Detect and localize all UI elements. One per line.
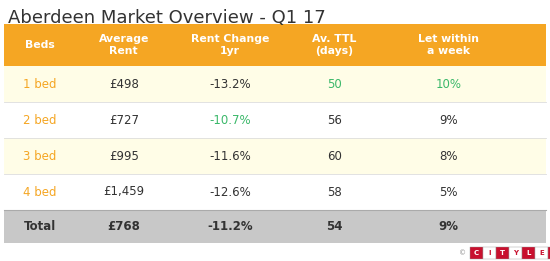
Text: 8%: 8% — [439, 150, 458, 163]
Text: 3 bed: 3 bed — [23, 150, 56, 163]
Text: £498: £498 — [109, 78, 139, 91]
Text: 9%: 9% — [438, 220, 458, 233]
Text: £727: £727 — [109, 114, 139, 127]
Bar — [470, 247, 482, 259]
Text: -10.7%: -10.7% — [209, 114, 251, 127]
Bar — [509, 247, 521, 259]
Text: Total: Total — [24, 220, 56, 233]
Bar — [4, 24, 546, 66]
Text: L: L — [526, 250, 531, 256]
Bar — [535, 247, 547, 259]
Text: C: C — [474, 250, 479, 256]
Text: I: I — [488, 250, 491, 256]
Text: 1 bed: 1 bed — [23, 78, 56, 91]
Text: £995: £995 — [109, 150, 139, 163]
Text: 60: 60 — [327, 150, 342, 163]
Text: Beds: Beds — [25, 40, 54, 50]
Bar — [4, 66, 546, 102]
Text: 58: 58 — [327, 186, 342, 199]
Text: Average
Rent: Average Rent — [98, 34, 149, 56]
Text: 5%: 5% — [439, 186, 458, 199]
Text: -13.2%: -13.2% — [209, 78, 251, 91]
Text: £768: £768 — [107, 220, 140, 233]
Text: 10%: 10% — [435, 78, 461, 91]
Bar — [4, 138, 546, 174]
Bar — [522, 247, 535, 259]
Bar — [4, 210, 546, 243]
Text: Aberdeen Market Overview - Q1 17: Aberdeen Market Overview - Q1 17 — [8, 9, 326, 27]
Text: -11.6%: -11.6% — [209, 150, 251, 163]
Text: ©: © — [459, 250, 466, 256]
Text: 4 bed: 4 bed — [23, 186, 56, 199]
Bar — [496, 247, 509, 259]
Text: Y: Y — [513, 250, 518, 256]
Text: 56: 56 — [327, 114, 342, 127]
Text: E: E — [539, 250, 544, 256]
Text: 9%: 9% — [439, 114, 458, 127]
Text: Rent Change
1yr: Rent Change 1yr — [191, 34, 269, 56]
Text: -12.6%: -12.6% — [209, 186, 251, 199]
Text: -11.2%: -11.2% — [207, 220, 252, 233]
Bar — [548, 247, 550, 259]
Text: Let within
a week: Let within a week — [418, 34, 478, 56]
Text: 50: 50 — [327, 78, 342, 91]
Text: T: T — [500, 250, 505, 256]
Bar — [4, 174, 546, 210]
Bar — [4, 102, 546, 138]
Text: 54: 54 — [326, 220, 343, 233]
Text: Av. TTL
(days): Av. TTL (days) — [312, 34, 356, 56]
Text: 2 bed: 2 bed — [23, 114, 56, 127]
Bar — [483, 247, 496, 259]
Text: £1,459: £1,459 — [103, 186, 144, 199]
